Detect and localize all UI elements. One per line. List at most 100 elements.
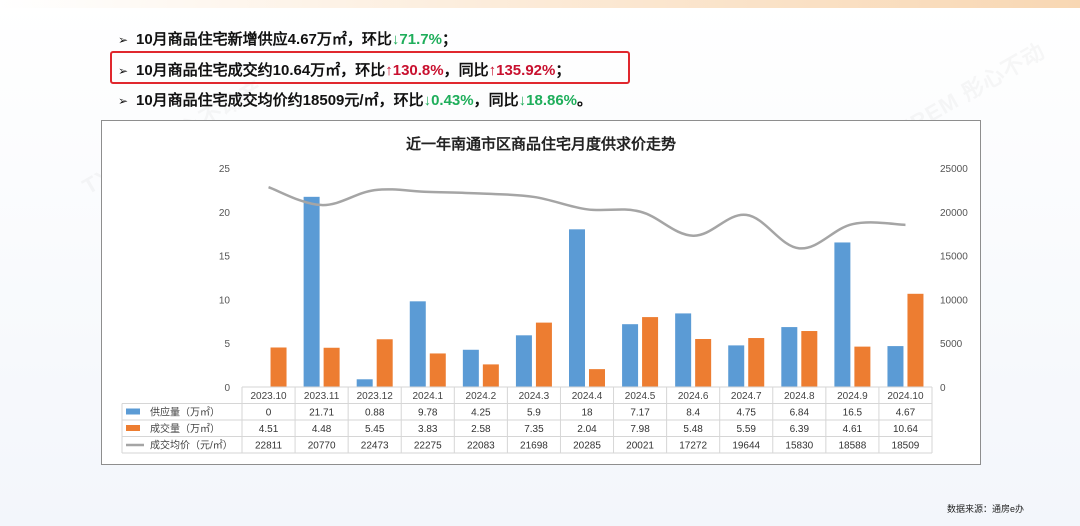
bullet-mark: ➢ (118, 33, 129, 47)
bullet-mark: ➢ (118, 94, 129, 108)
bar-deal (589, 369, 605, 387)
bullet-supply: ➢ 10月商品住宅新增供应4.67万㎡，环比↓71.7%； (118, 28, 457, 49)
table-value: 18509 (892, 441, 920, 452)
chart-svg: 近一年南通市区商品住宅月度供求价走势 0 5 10 15 20 25 0 5000 10000 1… (121, 135, 968, 454)
y-right-tick-label: 20000 (940, 208, 968, 219)
bullet-text: ，同比 (473, 92, 519, 109)
bar-deal (907, 293, 924, 387)
bullet-mark: ➢ (118, 64, 129, 78)
bullet-text: 10月商品住宅成交约10.64万㎡，环比 (136, 62, 386, 79)
x-tick-label: 2024.8 (784, 391, 815, 402)
chart-container: 近一年南通市区商品住宅月度供求价走势 0 5 10 15 20 25 0 5000 10000 1… (101, 120, 981, 465)
x-tick-label: 2024.2 (466, 391, 497, 402)
legend-label: 成交量（万㎡） (150, 422, 220, 435)
table-value: 22811 (255, 441, 283, 452)
x-tick-label: 2024.10 (887, 391, 924, 402)
chart-title: 近一年南通市区商品住宅月度供求价走势 (406, 135, 676, 153)
bar-deal (748, 338, 765, 387)
y-right-tick-label: 0 (940, 383, 946, 394)
x-tick-label: 2024.3 (519, 391, 550, 402)
table-value: 19644 (732, 441, 760, 452)
legend-label: 供应量（万㎡） (150, 406, 220, 419)
table-value: 5.9 (527, 408, 541, 419)
series-line-price (268, 185, 906, 250)
bullet-change-value: ↑135.92% (488, 62, 556, 79)
x-tick-label: 2023.10 (250, 391, 287, 402)
y-left-tick-label: 20 (219, 208, 231, 219)
bullet-deal: ➢ 10月商品住宅成交约10.64万㎡，环比↑130.8%，同比↑135.92%； (118, 59, 570, 80)
bar-supply (728, 345, 745, 387)
x-tick-label: 2024.4 (572, 391, 603, 402)
table-value: 0.88 (365, 408, 385, 419)
bullet-change-value: ↑130.8% (385, 62, 444, 79)
bullet-price: ➢ 10月商品住宅成交均价约18509元/㎡，环比↓0.43%，同比↓18.86%… (118, 89, 592, 110)
table-value: 9.78 (418, 408, 438, 419)
bar-deal (695, 338, 712, 387)
bar-supply (356, 379, 373, 387)
x-tick-label: 2024.9 (837, 391, 868, 402)
x-tick-label: 2024.6 (678, 391, 709, 402)
table-value: 2.58 (471, 424, 491, 435)
x-tick-label: 2024.7 (731, 391, 762, 402)
y-left-tick-label: 25 (219, 164, 231, 175)
table-value: 7.17 (630, 408, 650, 419)
table-value: 5.59 (736, 424, 756, 435)
bar-supply (462, 349, 479, 387)
bar-supply (569, 229, 585, 387)
legend-label: 成交均价（元/㎡） (150, 439, 233, 452)
bullet-text: 10月商品住宅新增供应4.67万㎡，环比 (136, 31, 392, 48)
table-value: 7.35 (524, 424, 544, 435)
y-right-tick-label: 5000 (940, 339, 963, 350)
table-value: 6.84 (790, 408, 810, 419)
bullet-text: 10月商品住宅成交均价约18509元/㎡，环比 (136, 92, 424, 109)
table-value: 3.83 (418, 424, 438, 435)
bar-supply (303, 196, 320, 387)
x-tick-label: 2023.12 (357, 391, 394, 402)
legend-swatch (126, 425, 140, 431)
y-left-tick-label: 10 (219, 295, 231, 306)
y-right-tick-label: 15000 (940, 252, 968, 263)
table-value: 18 (581, 408, 593, 419)
table-value: 22473 (361, 441, 389, 452)
bullet-text: ； (441, 31, 457, 48)
table-value: 15830 (785, 441, 813, 452)
table-value: 4.25 (471, 408, 491, 419)
x-tick-label: 2024.1 (412, 391, 443, 402)
x-tick-label: 2024.5 (625, 391, 656, 402)
y-right-tick-label: 10000 (940, 295, 968, 306)
table-value: 21698 (520, 441, 548, 452)
table-value: 4.48 (312, 424, 332, 435)
bar-supply (515, 335, 532, 387)
table-value: 20285 (573, 441, 601, 452)
table-value: 5.48 (683, 424, 703, 435)
y-right-tick-label: 25000 (940, 164, 968, 175)
bullet-change-value: ↓71.7% (391, 31, 442, 48)
bullet-change-value: ↓18.86% (518, 92, 578, 109)
y-left-tick-label: 5 (224, 339, 230, 350)
x-tick-label: 2023.11 (304, 391, 340, 402)
table-value: 8.4 (686, 408, 700, 419)
table-value: 4.67 (896, 408, 916, 419)
bullet-change-value: ↓0.43% (423, 92, 474, 109)
table-value: 18588 (838, 441, 866, 452)
table-value: 10.64 (893, 424, 918, 435)
highlight-box (110, 51, 630, 84)
bar-deal (801, 331, 818, 387)
bullet-text: 。 (577, 92, 593, 109)
table-value: 22083 (467, 441, 495, 452)
table-value: 2.04 (577, 424, 597, 435)
table-value: 4.75 (736, 408, 756, 419)
table-value: 16.5 (843, 408, 863, 419)
y-left-tick-label: 0 (224, 383, 230, 394)
bar-deal (376, 339, 393, 387)
table-value: 7.98 (630, 424, 650, 435)
bar-supply (834, 242, 851, 387)
bar-deal (323, 347, 340, 387)
bar-deal (854, 346, 871, 387)
bar-supply (781, 327, 798, 387)
data-source: 数据来源：通房e办 (946, 504, 1024, 514)
table-value: 4.51 (259, 424, 279, 435)
table-value: 22275 (414, 441, 442, 452)
bar-deal (429, 353, 446, 387)
bar-supply (675, 313, 692, 387)
